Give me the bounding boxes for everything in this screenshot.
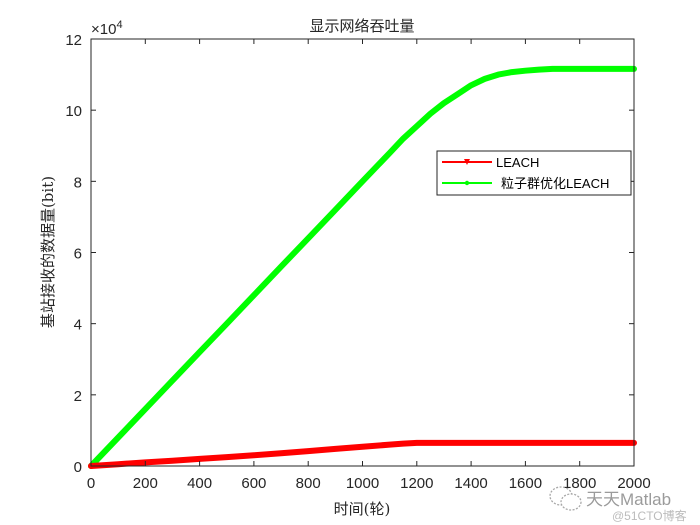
- x-tick-label: 1400: [454, 475, 487, 492]
- x-axis-label: 时间(轮): [334, 500, 391, 518]
- x-tick-label: 1800: [563, 475, 596, 492]
- x-tick-label: 2000: [617, 475, 650, 492]
- y-tick-label: 10: [65, 103, 82, 120]
- y-exponent-label: ×104: [91, 19, 123, 38]
- axes: 0 200 400 600 800 1000 1200 1400 1600 1800 2000 0 2 4…: [65, 32, 650, 492]
- x-tick-label: 600: [241, 475, 266, 492]
- watermark: 天天Matlab @51CTO博客: [548, 483, 698, 523]
- y-tick-label: 8: [74, 174, 82, 191]
- legend-box: [436, 150, 632, 196]
- y-tick-label: 12: [65, 32, 82, 49]
- x-tick-label: 400: [187, 475, 212, 492]
- legend-marker-triangle-icon: [464, 159, 470, 165]
- y-axis-label: 基站接收的数据量(bit): [39, 176, 57, 328]
- legend-marker-dot-icon: [464, 180, 470, 186]
- y-tick-label: 2: [74, 388, 82, 405]
- wechat-icon: [549, 486, 582, 511]
- watermark-site: @51CTO博客: [612, 509, 687, 523]
- y-tick-label: 6: [74, 246, 82, 263]
- y-tick-label: 4: [74, 317, 82, 334]
- x-tick-label: 1600: [509, 475, 542, 492]
- series-line-pso-leach: [88, 65, 637, 469]
- x-tick-label: 0: [87, 475, 95, 492]
- plot-area: [88, 65, 637, 469]
- legend-label-pso-leach: 粒子群优化LEACH: [501, 176, 609, 191]
- x-tick-label: 200: [133, 475, 158, 492]
- x-tick-label: 1200: [400, 475, 433, 492]
- legend-label-leach: LEACH: [496, 155, 539, 170]
- chart-title: 显示网络吞吐量: [309, 17, 414, 35]
- legend: LEACH 粒子群优化LEACH: [436, 150, 632, 196]
- x-tick-label: 800: [296, 475, 321, 492]
- x-tick-label: 1000: [346, 475, 379, 492]
- y-tick-label: 0: [74, 459, 82, 476]
- watermark-title: 天天Matlab: [586, 490, 672, 509]
- series-line-leach: [88, 439, 637, 469]
